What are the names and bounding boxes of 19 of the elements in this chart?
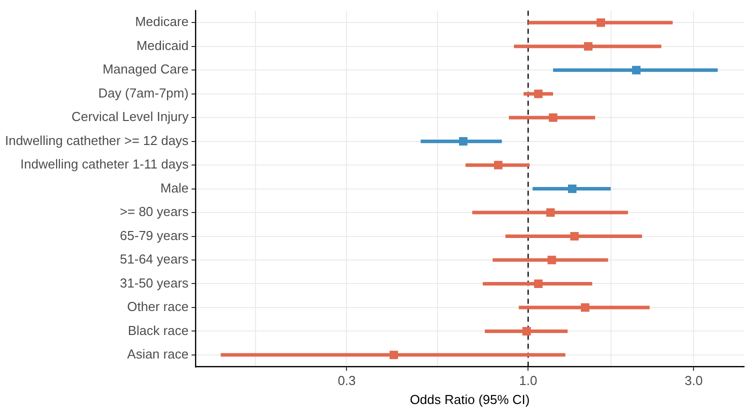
y-tick-label: Cervical Level Injury <box>72 109 190 124</box>
y-tick-label: 65-79 years <box>120 228 190 243</box>
y-tick-label: Asian race <box>127 346 189 362</box>
y-tick-label: Male <box>160 180 189 196</box>
x-tick-label: 1.0 <box>519 373 538 388</box>
y-tick-label: Medicare <box>135 14 189 30</box>
y-tick-label: Day (7am-7pm) <box>98 85 189 100</box>
y-tick-label: Managed Care <box>102 62 189 77</box>
y-tick-label: Indwelling cathether >= 12 days <box>4 132 190 148</box>
y-tick-label: Medicaid <box>136 38 189 53</box>
y-tick-label: 31-50 years <box>120 275 190 290</box>
y-tick-label: Other race <box>127 299 189 314</box>
y-tick-label: >= 80 years <box>120 204 190 220</box>
y-tick-label: 51-64 years <box>120 252 190 267</box>
y-tick-label: Indwelling catheter 1-11 days <box>20 156 190 172</box>
x-tick-label: 3.0 <box>684 373 703 388</box>
x-tick-label: 0.3 <box>338 373 356 388</box>
x-axis-title: Odds Ratio (95% CI) <box>410 392 530 407</box>
y-tick-label: Black race <box>128 322 189 338</box>
